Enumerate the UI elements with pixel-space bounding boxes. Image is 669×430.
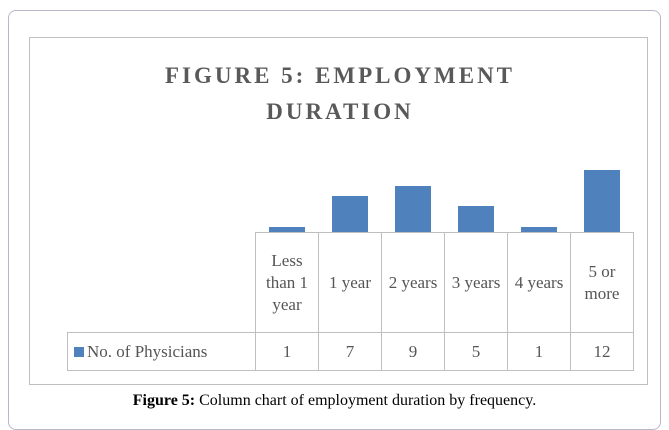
chart-title: FIGURE 5: EMPLOYMENT DURATION <box>164 63 516 124</box>
legend-label: No. of Physicians <box>87 341 208 361</box>
x-tick-label: 4 years <box>507 232 571 333</box>
x-tick-label: Less than 1 year <box>255 232 319 333</box>
data-cell: 7 <box>318 332 382 371</box>
data-cell: 1 <box>507 332 571 371</box>
x-tick-label: 1 year <box>318 232 382 333</box>
bar <box>583 170 620 232</box>
data-cell: 9 <box>381 332 445 371</box>
x-tick-label: 3 years <box>444 232 508 333</box>
chart <box>29 37 648 385</box>
legend-swatch <box>74 346 84 357</box>
x-tick-label: 2 years <box>381 232 445 333</box>
bar <box>331 195 368 232</box>
data-cell: 12 <box>570 332 634 371</box>
caption-text: Column chart of employment duration by f… <box>199 392 537 409</box>
bar <box>394 185 431 232</box>
bar <box>520 226 557 232</box>
bar <box>268 226 305 232</box>
data-cell: 1 <box>255 332 319 371</box>
bar <box>457 206 494 232</box>
caption: Figure 5: Column chart of employment dur… <box>0 392 669 410</box>
data-cell: 5 <box>444 332 508 371</box>
x-tick-label: 5 or more <box>570 232 634 333</box>
caption-label: Figure 5: <box>132 392 196 409</box>
legend-cell: No. of Physicians <box>67 332 256 371</box>
